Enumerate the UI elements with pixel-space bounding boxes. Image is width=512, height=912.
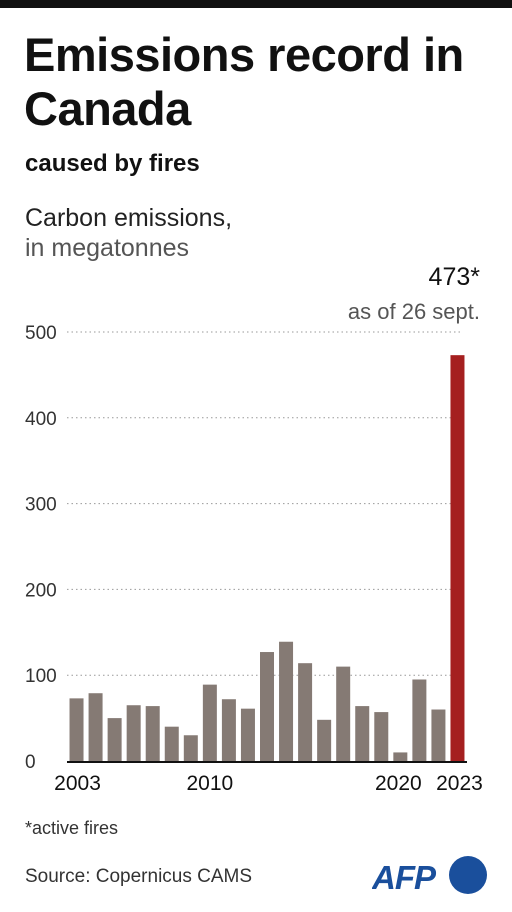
bar-2005 — [107, 718, 122, 761]
bar-2007 — [145, 706, 160, 761]
x-tick-label: 2010 — [186, 772, 233, 795]
bar-2019 — [374, 712, 389, 761]
chart-title: Emissions record in Canada — [24, 28, 464, 135]
bar-2013 — [260, 652, 274, 761]
bar-2011 — [221, 699, 236, 761]
bar-2004 — [88, 693, 103, 761]
x-tick-label: 2020 — [375, 772, 422, 795]
unit-label-line2: in megatonnes — [25, 234, 190, 262]
y-axis-ticks: 0 100 200 300 400 500 — [25, 323, 57, 773]
bar-2014 — [279, 641, 294, 761]
bar-2017 — [336, 666, 351, 761]
x-tick-label: 2023 — [436, 772, 483, 795]
annotation-value: 473* — [429, 263, 481, 291]
top-rule — [0, 0, 512, 8]
x-axis-ticks: 2003 2010 2020 2023 — [54, 772, 483, 795]
bar-chart: 0 100 200 300 400 500 2003 2010 2020 2023 473* a… — [25, 263, 483, 795]
y-tick-label: 500 — [25, 323, 57, 344]
annotation-note: as of 26 sept. — [348, 299, 480, 324]
source-credit: Source: Copernicus CAMS — [25, 866, 253, 887]
footnote: *active fires — [25, 818, 119, 838]
bar-2018 — [355, 706, 370, 761]
y-tick-label: 100 — [25, 666, 57, 687]
bar-2022 — [431, 709, 446, 761]
chart-subtitle: caused by fires — [25, 150, 200, 177]
y-tick-label: 300 — [25, 495, 57, 516]
bar-2006 — [126, 705, 141, 761]
bar-2009 — [183, 735, 198, 761]
bar-2003 — [69, 698, 84, 761]
y-tick-label: 400 — [25, 409, 57, 430]
afp-logo-text: AFP — [372, 859, 437, 896]
x-tick-label: 2003 — [54, 772, 101, 795]
bar-2010 — [202, 684, 217, 761]
bar-2020 — [393, 752, 408, 761]
bar-2021 — [412, 679, 427, 761]
bar-2012 — [240, 708, 255, 761]
bar-2023 — [450, 355, 465, 761]
bar-2008 — [164, 726, 179, 761]
bar-2016 — [317, 719, 332, 761]
bars — [67, 355, 467, 763]
afp-logo-circle — [449, 856, 487, 894]
bar-2015 — [298, 663, 313, 761]
y-tick-label: 200 — [25, 580, 57, 601]
y-tick-label: 0 — [25, 752, 36, 773]
unit-label-line1: Carbon emissions, — [25, 204, 233, 232]
afp-logo: AFP — [372, 856, 487, 896]
grid-lines — [67, 331, 463, 676]
